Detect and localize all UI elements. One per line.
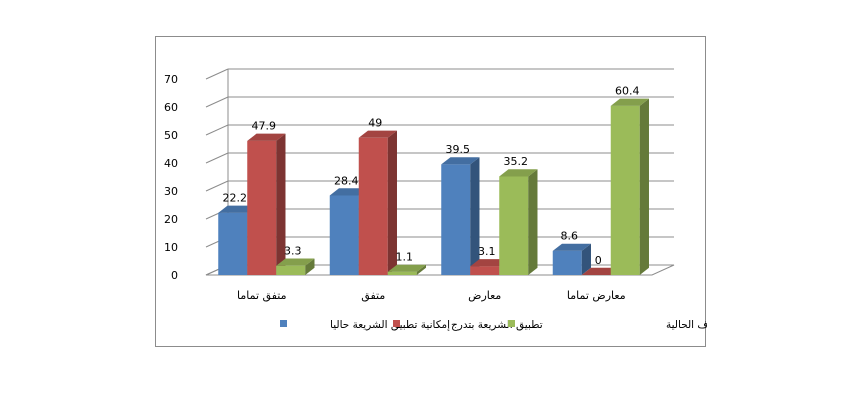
bar-side — [416, 264, 426, 275]
bar-side — [276, 133, 286, 275]
gridline-depth — [205, 96, 229, 108]
y-tick-label: 30 — [164, 185, 178, 198]
bar — [387, 271, 417, 275]
bar — [218, 212, 248, 275]
bar — [247, 140, 277, 275]
data-label: 3.3 — [284, 245, 302, 258]
legend-label: تطبيق الشريعة بتدرج — [451, 319, 543, 331]
data-label: 60.4 — [615, 85, 640, 98]
chart-frame: 0 10 20 30 40 50 60 70 22.2 47.9 3.3 متفق تماما 28.4… — [155, 36, 707, 347]
data-label: 0 — [595, 254, 602, 267]
bar-top — [329, 188, 368, 196]
bar-top — [552, 243, 591, 251]
legend-swatch — [508, 320, 515, 327]
gridline-depth — [205, 152, 229, 164]
bar — [499, 176, 529, 275]
legend-label: إمكانية تطبيق الشريعة حاليا — [330, 319, 450, 331]
y-tick-label: 10 — [164, 241, 178, 254]
data-label: 39.5 — [446, 143, 471, 156]
data-label: 49 — [368, 117, 382, 130]
bar-side — [528, 169, 538, 275]
bar-top — [441, 157, 480, 165]
bar — [552, 250, 582, 275]
y-tick-label: 20 — [164, 213, 178, 226]
bar-side — [470, 157, 480, 275]
x-category-label: معارض تماما — [567, 289, 626, 302]
bar-top — [218, 205, 257, 213]
data-label: 47.9 — [252, 120, 277, 133]
data-label: 1.1 — [396, 251, 414, 264]
bar-top — [358, 130, 397, 138]
x-category-label: متفق تماما — [237, 289, 287, 303]
data-label: 8.6 — [561, 230, 579, 243]
bar-top — [581, 267, 620, 275]
data-label: 35.2 — [504, 155, 529, 168]
bar — [276, 265, 306, 275]
bar-side — [387, 130, 397, 275]
x-category-label: متفق — [361, 289, 385, 303]
y-tick-label: 70 — [164, 73, 178, 86]
bar — [329, 195, 359, 275]
bar-top — [387, 264, 426, 272]
bar-top — [276, 258, 315, 266]
bar — [358, 137, 388, 275]
bar-side — [581, 243, 591, 275]
y-tick-label: 40 — [164, 157, 178, 170]
gridline-depth — [205, 68, 229, 80]
gridline-depth — [205, 124, 229, 136]
data-label: 3.1 — [478, 245, 496, 258]
y-tick-label: 60 — [164, 101, 178, 114]
y-tick-label: 0 — [171, 269, 178, 282]
bar — [441, 164, 471, 275]
bar-top — [610, 98, 649, 106]
bar — [610, 105, 640, 275]
bar-side — [305, 258, 315, 275]
bar-side — [639, 98, 649, 276]
legend-swatch — [393, 320, 400, 327]
bar-chart: 0 10 20 30 40 50 60 70 22.2 47.9 3.3 متفق تماما 28.4… — [164, 68, 707, 331]
bar — [470, 266, 500, 275]
x-category-label: معارض — [468, 289, 501, 302]
gridline-depth — [205, 180, 229, 192]
bar-top — [247, 133, 286, 141]
data-label: 28.4 — [334, 174, 359, 187]
legend-swatch — [280, 320, 287, 327]
y-tick-label: 50 — [164, 129, 178, 142]
bar-top — [470, 259, 509, 267]
legend-label: يستحيل تطبيق الشريعة في الظروف الحالية — [666, 319, 707, 331]
data-label: 22.2 — [223, 192, 248, 205]
bar-top — [499, 169, 538, 177]
